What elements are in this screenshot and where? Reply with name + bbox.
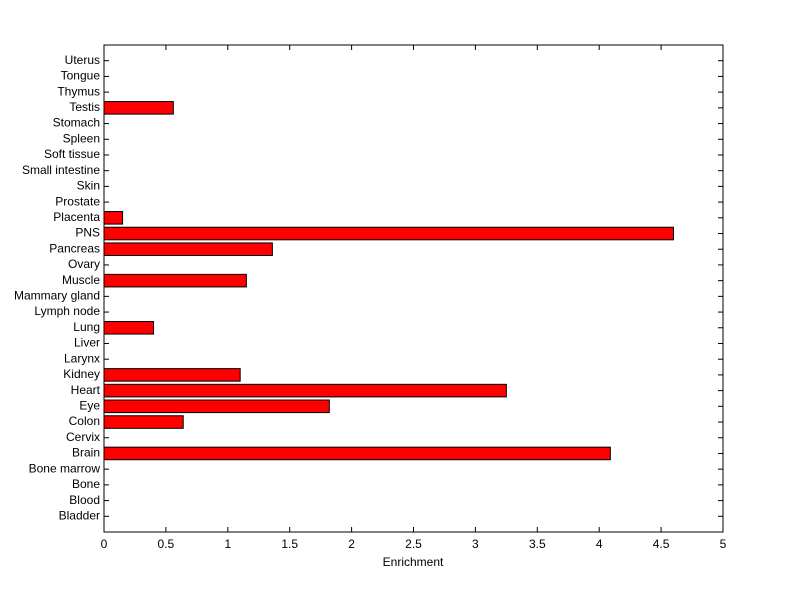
bar bbox=[103, 320, 155, 335]
y-tick-label: Kidney bbox=[63, 367, 100, 381]
x-tick-label: 5 bbox=[720, 537, 727, 551]
x-tick-label: 4 bbox=[596, 537, 603, 551]
y-tick-label: Eye bbox=[79, 398, 100, 412]
y-tick-label: Soft tissue bbox=[44, 147, 100, 161]
y-tick-label: Lymph node bbox=[34, 304, 100, 318]
y-tick-label: Lung bbox=[73, 320, 100, 334]
y-tick-label: Spleen bbox=[63, 131, 100, 145]
y-tick-label: Muscle bbox=[62, 273, 100, 287]
y-tick-label: Mammary gland bbox=[14, 289, 100, 303]
y-tick-label: Prostate bbox=[55, 194, 100, 208]
y-tick-label: Brain bbox=[72, 446, 100, 460]
y-tick-label: Testis bbox=[69, 100, 100, 114]
bar bbox=[103, 273, 247, 288]
y-tick-label: Placenta bbox=[53, 210, 100, 224]
y-tick-label: Colon bbox=[69, 414, 100, 428]
y-tick-label: Blood bbox=[69, 493, 100, 507]
x-tick-label: 4.5 bbox=[653, 537, 670, 551]
bar bbox=[103, 242, 273, 257]
y-tick-label: Ovary bbox=[68, 257, 100, 271]
y-tick-label: Bone bbox=[72, 477, 100, 491]
x-tick-label: 2.5 bbox=[405, 537, 422, 551]
x-tick-label: 3.5 bbox=[529, 537, 546, 551]
y-tick-label: Liver bbox=[74, 336, 100, 350]
y-tick-label: Stomach bbox=[53, 116, 100, 130]
x-tick-label: 1.5 bbox=[281, 537, 298, 551]
x-tick-label: 0 bbox=[101, 537, 108, 551]
y-tick-label: Bone marrow bbox=[29, 461, 101, 475]
bar bbox=[103, 415, 184, 429]
y-tick-label: Bladder bbox=[59, 508, 100, 522]
y-tick-label: Small intestine bbox=[22, 163, 100, 177]
x-tick-label: 3 bbox=[472, 537, 479, 551]
y-tick-label: Thymus bbox=[57, 84, 100, 98]
y-tick-label: Tongue bbox=[61, 69, 101, 83]
bar bbox=[103, 399, 330, 414]
bar bbox=[103, 368, 241, 382]
x-tick-label: 0.5 bbox=[158, 537, 175, 551]
x-tick-label: 1 bbox=[224, 537, 231, 551]
y-tick-label: Larynx bbox=[64, 351, 100, 365]
y-tick-label: Skin bbox=[77, 179, 100, 193]
bar bbox=[103, 211, 124, 225]
bar bbox=[103, 383, 507, 398]
bar bbox=[103, 446, 611, 461]
bar bbox=[103, 101, 174, 115]
y-tick-label: Uterus bbox=[65, 53, 100, 67]
bar bbox=[103, 226, 674, 241]
y-tick-label: Heart bbox=[71, 383, 101, 397]
y-tick-label: Cervix bbox=[66, 430, 100, 444]
x-tick-label: 2 bbox=[348, 537, 355, 551]
y-tick-label: Pancreas bbox=[49, 241, 100, 255]
y-tick-label: PNS bbox=[75, 226, 100, 240]
x-axis-label: Enrichment bbox=[383, 555, 444, 569]
